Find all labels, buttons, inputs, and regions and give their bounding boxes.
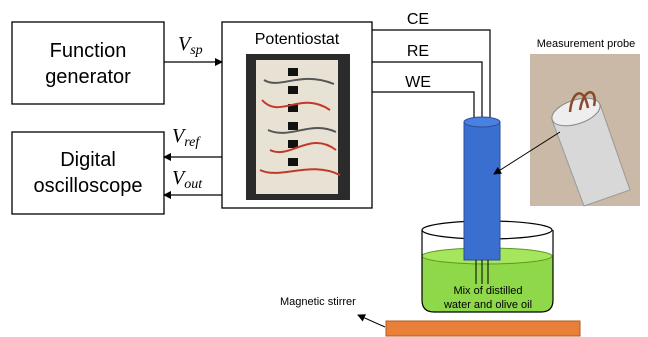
electrode-label: RE bbox=[407, 43, 429, 60]
breadboard-photo bbox=[246, 54, 350, 200]
diagram: Function generator Digital oscilloscope … bbox=[0, 0, 648, 337]
block-label: Digital bbox=[60, 149, 116, 171]
oscilloscope-box bbox=[12, 132, 164, 214]
signal-label: Vsp bbox=[178, 33, 203, 58]
wires bbox=[372, 30, 490, 122]
block-label: oscilloscope bbox=[34, 175, 143, 197]
block-label: Potentiostat bbox=[255, 31, 340, 48]
function-generator-box bbox=[12, 22, 164, 104]
electrode-label: WE bbox=[405, 74, 431, 91]
probe bbox=[464, 122, 500, 260]
probe-label: Measurement probe bbox=[537, 38, 635, 50]
electrode-label: CE bbox=[407, 11, 429, 28]
stirrer bbox=[386, 321, 580, 336]
block-label: Function bbox=[50, 40, 127, 62]
stirrer-label: Magnetic stirrer bbox=[280, 296, 356, 308]
mixture-label: Mix of distilled bbox=[453, 285, 522, 297]
block-label: generator bbox=[45, 66, 131, 88]
arrow bbox=[358, 315, 385, 327]
signal-label: Vout bbox=[172, 167, 203, 192]
signal-label: Vref bbox=[172, 125, 201, 150]
probe-photo bbox=[530, 54, 640, 206]
mixture-label: water and olive oil bbox=[443, 299, 532, 311]
probe-top bbox=[464, 117, 500, 127]
